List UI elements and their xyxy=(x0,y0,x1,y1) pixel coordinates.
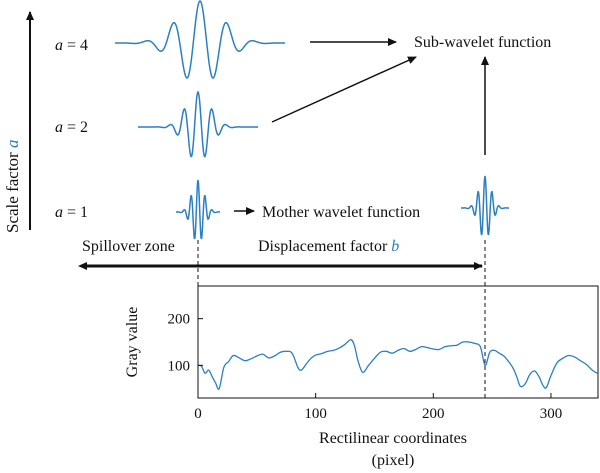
chart-ylabel: Gray value xyxy=(124,307,141,378)
scale-axis-label: Scale factor a xyxy=(3,140,22,233)
chart-frame xyxy=(197,285,599,399)
mother-wavelet-label: Mother wavelet function xyxy=(262,204,420,221)
shifted-wavelet xyxy=(461,175,509,236)
mother-wavelet xyxy=(175,179,221,240)
scale-label-a4: a = 4 xyxy=(55,37,88,54)
gray-value-series xyxy=(197,339,599,390)
wavelet-a4 xyxy=(114,0,286,79)
sub-wavelet-label: Sub-wavelet function xyxy=(414,34,551,51)
chart-xlabel-line2: (pixel) xyxy=(372,452,415,469)
scale-label-a1: a = 1 xyxy=(55,204,88,221)
scale-label-a2: a = 2 xyxy=(55,119,88,136)
x-tick-label: 100 xyxy=(304,406,327,422)
chart-xlabel-line1: Rectilinear coordinates xyxy=(319,430,467,447)
x-tick-label: 200 xyxy=(422,406,445,422)
x-tick-label: 0 xyxy=(194,406,202,422)
y-tick-label: 200 xyxy=(168,312,191,328)
arrow-a2-to-sub xyxy=(271,56,417,123)
gray-value-chart: 0 100 200 300 100 200 Gray value Rectilinear … xyxy=(124,285,599,469)
x-tick-label: 300 xyxy=(540,406,563,422)
wavelet-a2 xyxy=(138,90,258,158)
spillover-zone-label: Spillover zone xyxy=(82,238,175,255)
displacement-factor-label: Displacement factor b xyxy=(258,238,399,255)
y-tick-label: 100 xyxy=(168,358,191,374)
